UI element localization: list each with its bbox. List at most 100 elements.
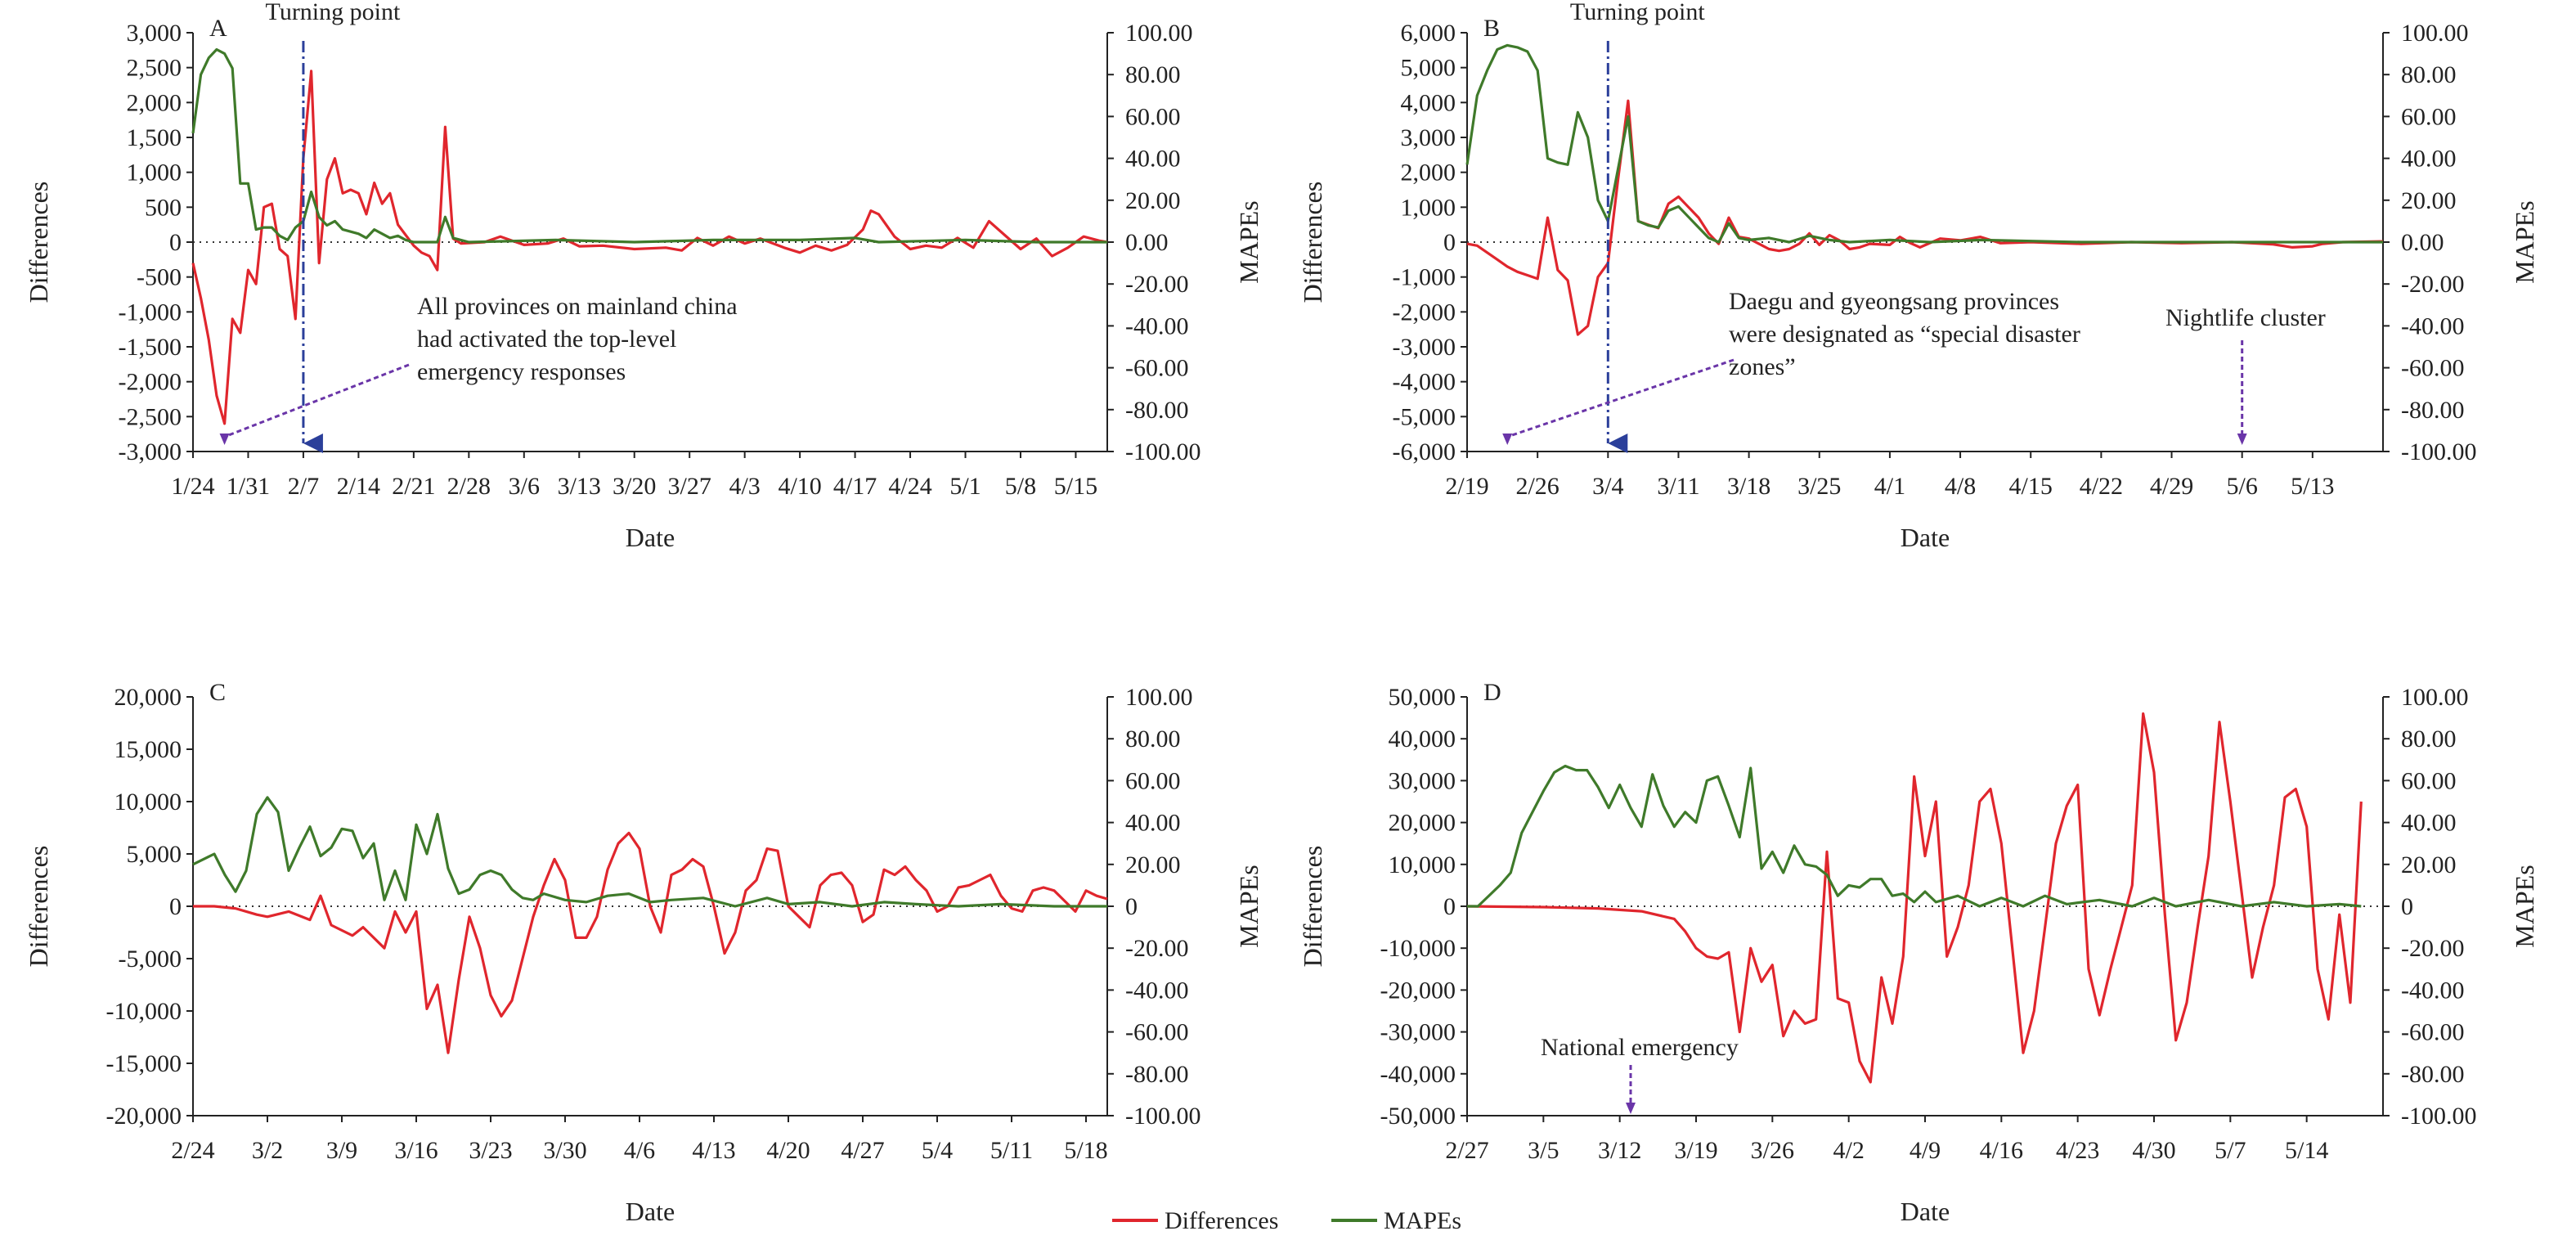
annotation-label: zones”	[1729, 353, 1796, 380]
x-tick-label: 3/6	[509, 473, 540, 500]
y2-tick-label: -60.00	[2401, 355, 2465, 382]
differences-series-line	[1466, 712, 2363, 1084]
annotation-label: All provinces on mainland china	[417, 293, 738, 320]
y-tick-label: -2,500	[119, 403, 182, 430]
panel-a: 3,000 2,500 2,000 1,500 1,000 500 0 -500 -1,000 -…	[24, 0, 1263, 552]
y2-tick-label: 0.00	[2401, 229, 2444, 256]
x-tick-label: 2/26	[1515, 473, 1559, 500]
y-tick-label: 6,000	[1401, 20, 1456, 47]
legend-mapes-label: MAPEs	[1384, 1207, 1461, 1234]
y-tick-label: 2,000	[127, 89, 182, 116]
x-tick-label: 3/26	[1751, 1137, 1794, 1164]
y2-tick-label: -100.00	[1125, 438, 1201, 465]
y-tick-label: 15,000	[114, 736, 182, 763]
y2-tick-label: 60.00	[2401, 103, 2457, 130]
y2-tick-label: -60.00	[1125, 1019, 1189, 1046]
y2-axis-label: MAPEs	[1234, 865, 1263, 947]
y-tick-label: -2,000	[119, 369, 182, 396]
y2-axis-label: MAPEs	[2510, 200, 2539, 283]
y-tick-label: -15,000	[106, 1050, 182, 1077]
y2-tick-label: -100.00	[1125, 1103, 1201, 1130]
x-tick-label: 4/9	[1910, 1137, 1941, 1164]
mapes-series-line	[1465, 43, 2383, 244]
x-tick-label: 2/21	[392, 473, 435, 500]
x-tick-label: 2/27	[1445, 1137, 1488, 1164]
x-tick-label: 4/16	[1980, 1137, 2023, 1164]
y2-tick-label: 80.00	[2401, 61, 2457, 88]
mapes-series-line	[191, 47, 1107, 244]
x-tick-label: 5/13	[2291, 473, 2334, 500]
x-tick-label: 1/31	[227, 473, 270, 500]
x-tick-label: 4/27	[841, 1137, 884, 1164]
y-tick-label: 0	[169, 893, 182, 920]
x-tick-label: 4/3	[729, 473, 760, 500]
x-tick-label: 4/13	[692, 1137, 735, 1164]
x-tick-label: 4/1	[1874, 473, 1905, 500]
y-tick-label: 20,000	[1389, 810, 1456, 837]
y2-tick-label: -40.00	[1125, 977, 1189, 1004]
panel-c: 20,000 15,000 10,000 5,000 0 -5,000 -10,000 -15…	[24, 679, 1263, 1226]
y2-tick-label: 80.00	[1125, 61, 1181, 88]
y-tick-label: -5,000	[119, 946, 182, 973]
y2-tick-label: 40.00	[2401, 810, 2457, 837]
y2-tick-label: 20.00	[1125, 851, 1181, 878]
y-tick-label: -1,500	[119, 334, 182, 361]
x-tick-label: 3/4	[1592, 473, 1623, 500]
y2-tick-label: 20.00	[2401, 851, 2457, 878]
x-tick-label: 2/24	[171, 1137, 214, 1164]
legend-differences-label: Differences	[1165, 1207, 1278, 1234]
y2-tick-label: -80.00	[2401, 1061, 2465, 1088]
y2-tick-label: 40.00	[1125, 810, 1181, 837]
y-tick-label: -10,000	[1380, 935, 1456, 962]
y-tick-label: 10,000	[114, 788, 182, 815]
y2-tick-label: -80.00	[1125, 397, 1189, 424]
x-axis-label: Date	[626, 523, 675, 552]
annotation-arrow-line	[224, 363, 410, 438]
x-tick-label: 3/18	[1727, 473, 1770, 500]
x-tick-label: 5/4	[922, 1137, 953, 1164]
y2-tick-label: 100.00	[2401, 20, 2469, 47]
x-tick-label: 4/22	[2080, 473, 2123, 500]
y-tick-label: -1,000	[1393, 264, 1456, 291]
annotation-label: National emergency	[1541, 1034, 1739, 1061]
x-tick-label: 3/13	[558, 473, 601, 500]
x-tick-label: 3/11	[1657, 473, 1699, 500]
annotation-arrowhead	[1626, 1103, 1636, 1114]
y2-tick-label: 80.00	[1125, 726, 1181, 753]
y-tick-label: -20,000	[1380, 977, 1456, 1004]
turning-point-label: Turning point	[1570, 0, 1705, 25]
x-tick-label: 4/29	[2150, 473, 2193, 500]
y-tick-label: 30,000	[1389, 767, 1456, 794]
x-tick-label: 2/7	[288, 473, 319, 500]
annotation-label: were designated as “special disaster	[1729, 321, 2080, 348]
x-tick-label: 4/17	[833, 473, 877, 500]
x-tick-label: 2/14	[337, 473, 380, 500]
y2-tick-label: 100.00	[1125, 20, 1193, 47]
y2-tick-label: 0.00	[1125, 229, 1169, 256]
y2-tick-label: 60.00	[2401, 767, 2457, 794]
y-tick-label: 2,500	[127, 55, 182, 82]
y-tick-label: 0	[1443, 893, 1456, 920]
y2-tick-label: 20.00	[1125, 187, 1181, 214]
panel-b: 6,000 5,000 4,000 3,000 2,000 1,000 0 -1,000 -2,…	[1298, 0, 2539, 552]
y2-tick-label: 20.00	[2401, 187, 2457, 214]
x-tick-label: 4/10	[778, 473, 821, 500]
y2-tick-label: -40.00	[1125, 312, 1189, 339]
y-tick-label: 1,000	[1401, 194, 1456, 221]
x-axis-label: Date	[626, 1197, 675, 1226]
y-axis-label: Differences	[24, 846, 53, 968]
annotation-label: Nightlife cluster	[2165, 304, 2326, 331]
annotation-arrowhead	[2237, 434, 2247, 445]
y2-tick-label: -20.00	[1125, 271, 1189, 298]
y-tick-label: 3,000	[1401, 124, 1456, 151]
x-tick-label: 5/11	[990, 1137, 1033, 1164]
y2-tick-label: 100.00	[2401, 684, 2469, 711]
y-tick-label: -1,000	[119, 299, 182, 326]
x-tick-label: 4/23	[2056, 1137, 2099, 1164]
y-tick-label: -20,000	[106, 1103, 182, 1130]
y-axis-label: Differences	[1298, 182, 1327, 303]
x-tick-label: 1/24	[171, 473, 214, 500]
y-tick-label: 3,000	[127, 20, 182, 47]
y2-tick-label: -80.00	[2401, 397, 2465, 424]
x-tick-label: 5/7	[2215, 1137, 2246, 1164]
